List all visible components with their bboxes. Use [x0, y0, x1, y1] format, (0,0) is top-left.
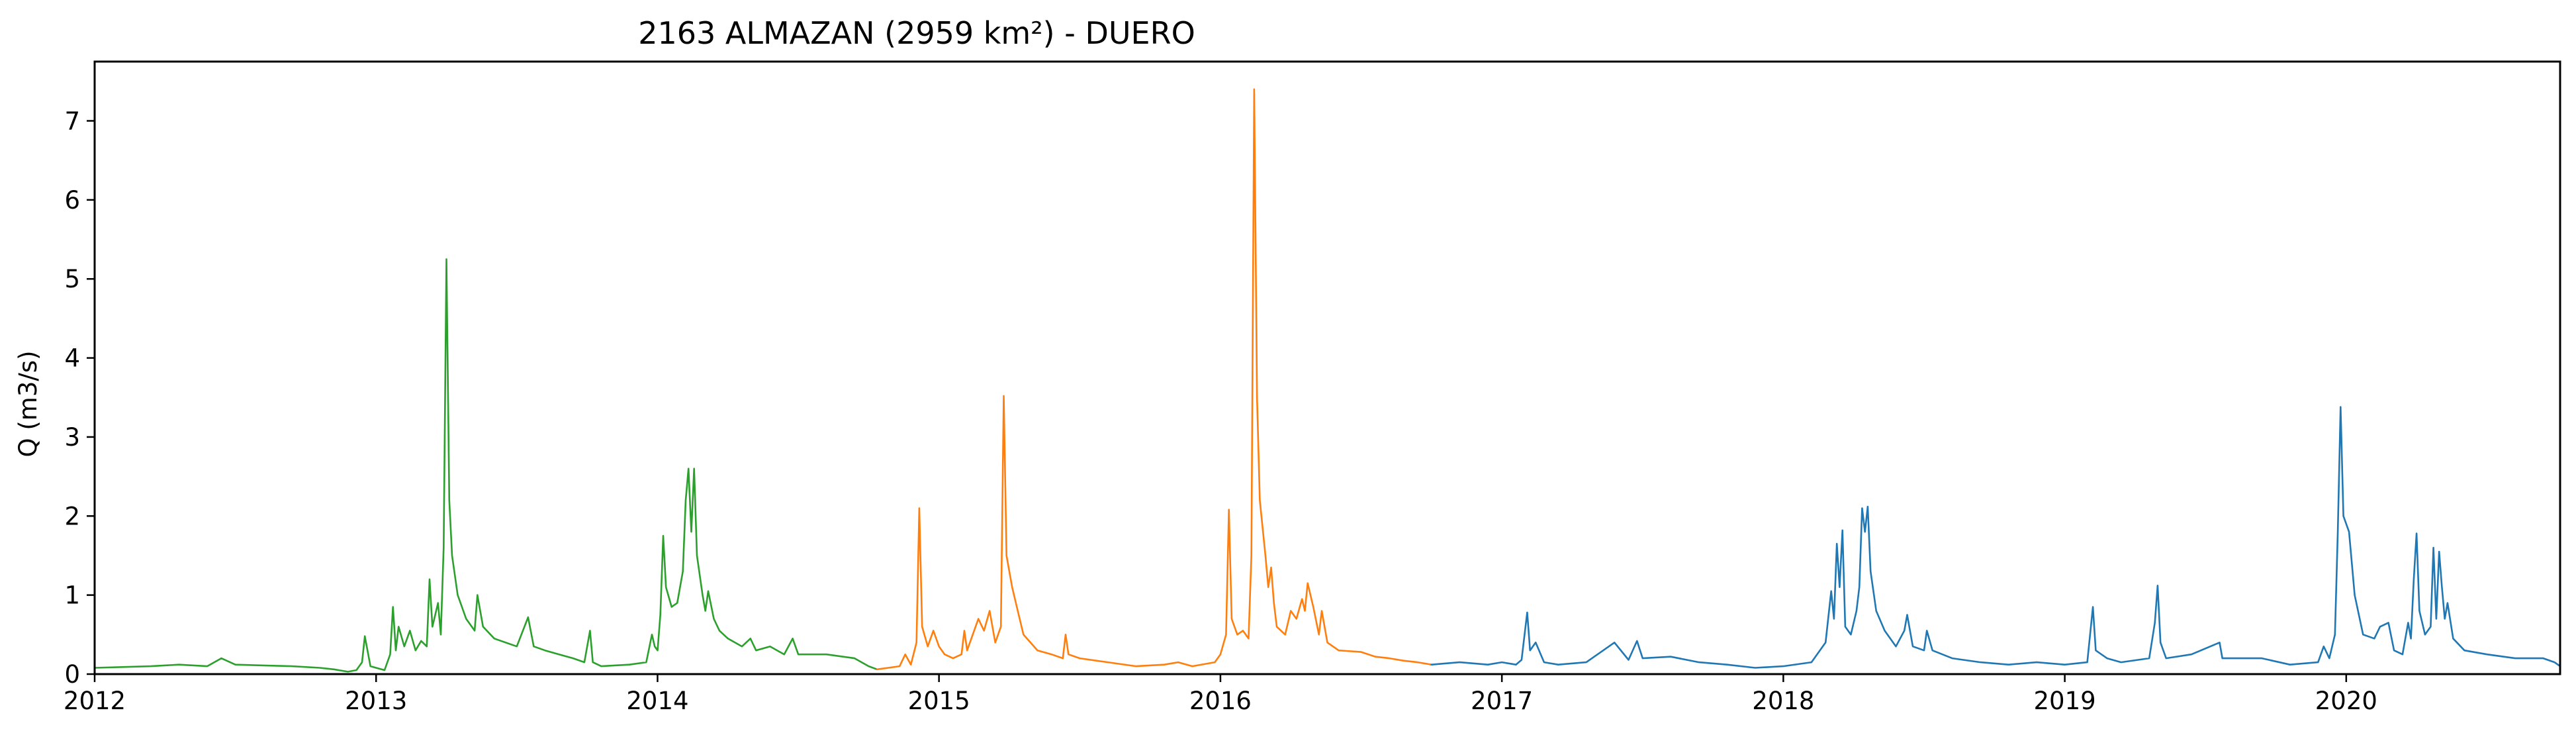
x-tick-label: 2013 [345, 687, 407, 715]
x-tick-label: 2018 [1752, 687, 1814, 715]
x-tick-label: 2016 [1189, 687, 1252, 715]
plot-frame [93, 60, 2561, 675]
series-line-2 [876, 88, 1433, 671]
y-tick-label: 7 [64, 107, 80, 136]
x-tick-label: 2017 [1471, 687, 1533, 715]
series-line-1 [93, 258, 878, 673]
y-axis-label: Q (m3/s) [14, 350, 42, 457]
y-tick-label: 6 [64, 186, 80, 215]
x-tick-label: 2019 [2034, 687, 2096, 715]
x-tick-label: 2015 [908, 687, 970, 715]
x-tick-label: 2020 [2315, 687, 2377, 715]
chart-title: 2163 ALMAZAN (2959 km²) - DUERO [638, 15, 1195, 51]
y-tick-label: 3 [64, 423, 80, 452]
y-tick-label: 4 [64, 344, 80, 373]
y-tick-label: 0 [64, 660, 80, 689]
x-axis: 2012 2013 2014 2015 2016 2017 2018 2019 2020 [64, 674, 2377, 715]
y-tick-label: 2 [64, 502, 80, 530]
y-axis: 0 1 2 3 4 5 6 7 [64, 107, 95, 689]
y-tick-label: 1 [64, 581, 80, 610]
y-tick-label: 5 [64, 265, 80, 293]
series-layer [93, 88, 2561, 673]
x-tick-label: 2014 [626, 687, 688, 715]
x-tick-label: 2012 [64, 687, 126, 715]
series-line-3 [1430, 406, 2561, 669]
